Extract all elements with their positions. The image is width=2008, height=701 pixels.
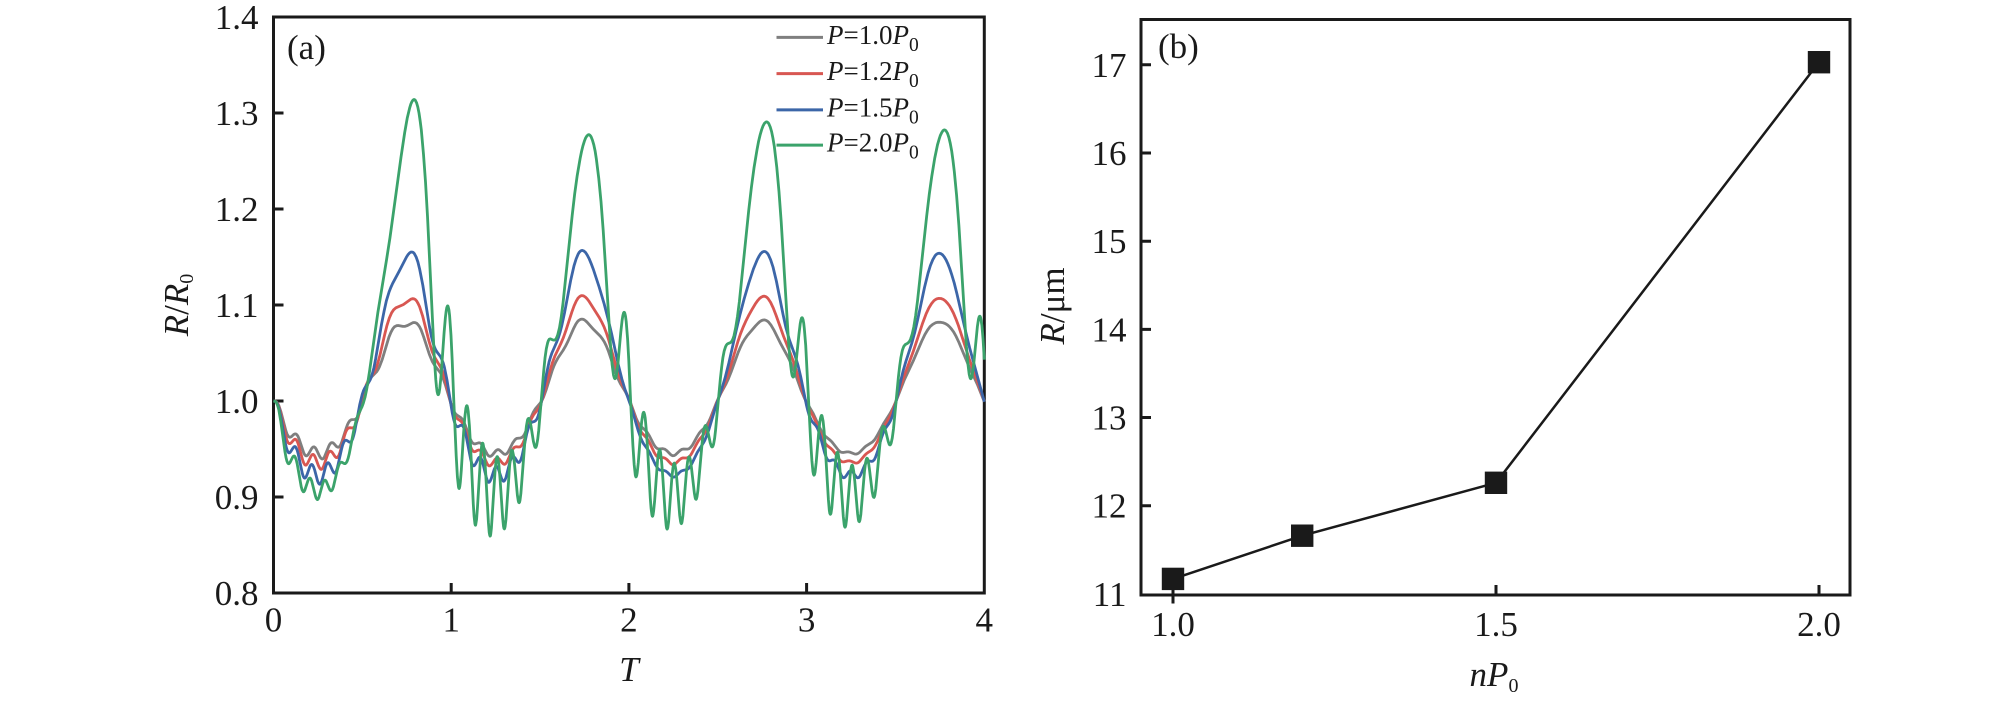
svg-text:1.0: 1.0 [215, 382, 259, 421]
svg-text:0.9: 0.9 [215, 478, 259, 517]
svg-text:T: T [619, 650, 641, 689]
svg-text:1.1: 1.1 [215, 286, 259, 325]
svg-text:1.3: 1.3 [215, 94, 259, 133]
svg-text:1.2: 1.2 [215, 190, 259, 229]
svg-text:R/μm: R/μm [1033, 267, 1072, 345]
svg-text:13: 13 [1092, 399, 1127, 438]
svg-text:1: 1 [442, 601, 460, 640]
svg-text:15: 15 [1092, 222, 1127, 261]
svg-text:14: 14 [1092, 310, 1127, 349]
svg-text:2.0: 2.0 [1797, 605, 1841, 644]
svg-text:P=1.2P0: P=1.2P0 [826, 56, 919, 92]
svg-text:(a): (a) [287, 28, 326, 67]
svg-text:1.4: 1.4 [215, 0, 259, 37]
svg-text:0: 0 [265, 601, 283, 640]
svg-text:R/R0: R/R0 [157, 274, 198, 338]
svg-text:0.8: 0.8 [215, 574, 259, 613]
svg-text:3: 3 [798, 601, 816, 640]
svg-text:1.0: 1.0 [1151, 605, 1195, 644]
svg-text:P=1.5P0: P=1.5P0 [826, 92, 919, 128]
svg-text:17: 17 [1092, 46, 1127, 85]
svg-text:11: 11 [1093, 575, 1127, 614]
svg-text:P=2.0P0: P=2.0P0 [826, 128, 919, 164]
svg-text:(b): (b) [1158, 27, 1199, 66]
svg-text:4: 4 [976, 601, 994, 640]
svg-text:12: 12 [1092, 487, 1127, 526]
svg-text:16: 16 [1092, 134, 1127, 173]
svg-text:2: 2 [620, 601, 638, 640]
svg-text:1.5: 1.5 [1474, 605, 1518, 644]
svg-text:P=1.0P0: P=1.0P0 [826, 20, 919, 56]
svg-text:nP0: nP0 [1470, 655, 1519, 697]
